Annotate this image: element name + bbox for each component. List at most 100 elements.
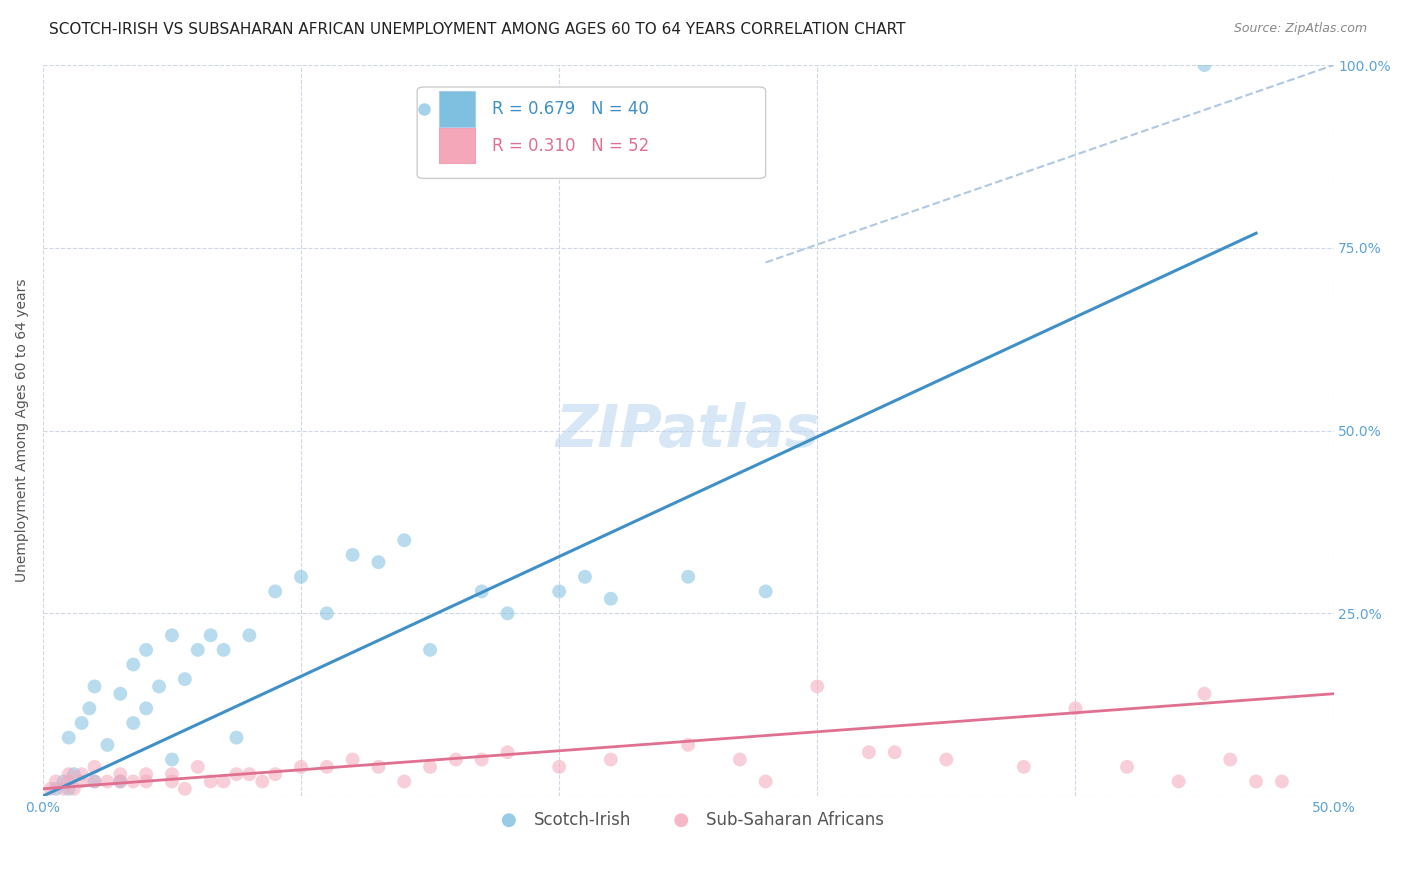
Point [52, 781, 75, 796]
Point [315, 607, 337, 621]
Point [315, 760, 337, 774]
Point [599, 753, 621, 767]
Point [96, 774, 118, 789]
FancyBboxPatch shape [439, 128, 475, 163]
Point [212, 774, 235, 789]
Point [58, 774, 80, 789]
Point [342, 548, 364, 562]
Point [122, 716, 145, 731]
Point [755, 774, 778, 789]
Point [135, 701, 157, 715]
Point [52, 774, 75, 789]
Point [290, 760, 312, 774]
Point [676, 570, 699, 584]
Point [419, 643, 441, 657]
Point [264, 584, 287, 599]
Point [342, 753, 364, 767]
Point [755, 584, 778, 599]
Point [238, 767, 260, 781]
Point [83, 680, 105, 694]
Point [1064, 701, 1087, 715]
Point [225, 767, 247, 781]
Point [728, 753, 751, 767]
Point [471, 584, 494, 599]
Point [1194, 687, 1216, 701]
Point [367, 555, 389, 569]
Point [110, 774, 132, 789]
Point [367, 760, 389, 774]
Point [806, 680, 828, 694]
Point [225, 731, 247, 745]
Point [135, 774, 157, 789]
Point [173, 781, 195, 796]
Point [70, 774, 93, 789]
Point [83, 760, 105, 774]
Point [187, 760, 209, 774]
Point [1167, 774, 1189, 789]
Point [935, 753, 957, 767]
Point [1219, 753, 1241, 767]
Text: R = 0.310   N = 52: R = 0.310 N = 52 [492, 136, 650, 154]
Point [58, 767, 80, 781]
Point [83, 774, 105, 789]
Point [45, 781, 67, 796]
Point [200, 628, 222, 642]
Point [1271, 774, 1294, 789]
Point [264, 767, 287, 781]
Point [444, 753, 467, 767]
Point [160, 628, 183, 642]
Point [79, 701, 101, 715]
Point [212, 643, 235, 657]
Point [63, 781, 86, 796]
Point [883, 745, 905, 759]
Text: ZIPatlas: ZIPatlas [555, 402, 821, 459]
Point [110, 774, 132, 789]
Point [1012, 760, 1035, 774]
Point [135, 767, 157, 781]
Point [238, 628, 260, 642]
Point [122, 774, 145, 789]
Point [160, 753, 183, 767]
Point [58, 731, 80, 745]
Point [290, 570, 312, 584]
Point [96, 738, 118, 752]
Point [1194, 58, 1216, 72]
Point [548, 584, 571, 599]
Y-axis label: Unemployment Among Ages 60 to 64 years: Unemployment Among Ages 60 to 64 years [15, 279, 30, 582]
Point [858, 745, 880, 759]
Point [1116, 760, 1139, 774]
Point [187, 643, 209, 657]
Point [496, 607, 519, 621]
Point [676, 738, 699, 752]
FancyBboxPatch shape [439, 91, 475, 127]
Point [599, 591, 621, 606]
Point [135, 643, 157, 657]
Point [160, 774, 183, 789]
Point [39, 781, 62, 796]
Text: SCOTCH-IRISH VS SUBSAHARAN AFRICAN UNEMPLOYMENT AMONG AGES 60 TO 64 YEARS CORREL: SCOTCH-IRISH VS SUBSAHARAN AFRICAN UNEMP… [49, 22, 905, 37]
Point [471, 753, 494, 767]
Text: Source: ZipAtlas.com: Source: ZipAtlas.com [1233, 22, 1367, 36]
Point [200, 774, 222, 789]
Point [496, 745, 519, 759]
Point [122, 657, 145, 672]
Legend: Scotch-Irish, Sub-Saharan Africans: Scotch-Irish, Sub-Saharan Africans [485, 804, 891, 835]
Point [70, 767, 93, 781]
Point [173, 672, 195, 686]
Point [148, 680, 170, 694]
Text: R = 0.679   N = 40: R = 0.679 N = 40 [492, 100, 650, 118]
Point [63, 767, 86, 781]
Point [110, 687, 132, 701]
Point [70, 716, 93, 731]
Point [110, 767, 132, 781]
Point [160, 767, 183, 781]
Point [83, 774, 105, 789]
Point [574, 570, 596, 584]
Point [548, 760, 571, 774]
Point [1244, 774, 1267, 789]
Point [394, 774, 416, 789]
Point [419, 760, 441, 774]
Point [252, 774, 274, 789]
Point [394, 533, 416, 548]
FancyBboxPatch shape [418, 87, 766, 178]
